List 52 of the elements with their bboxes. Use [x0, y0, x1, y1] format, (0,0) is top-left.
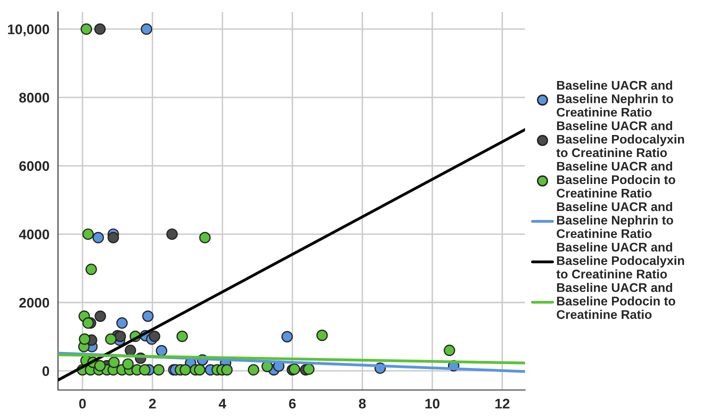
- point: [194, 364, 206, 376]
- y-tick-label: 4000: [18, 229, 50, 240]
- y-tick-label: 0: [42, 366, 50, 376]
- x-tick-label: 10: [425, 398, 440, 409]
- legend-label: Baseline UACR and Baseline Nephrin to Creatinine Ratio: [556, 202, 674, 238]
- point: [114, 330, 126, 342]
- point: [140, 23, 152, 35]
- point: [124, 344, 136, 356]
- point: [82, 317, 94, 329]
- x-tick-label: 6: [289, 398, 296, 409]
- point: [80, 23, 92, 35]
- point: [166, 228, 178, 240]
- point: [105, 333, 117, 345]
- point: [281, 330, 293, 342]
- legend-label: Baseline UACR and Baseline Podocin to Creatinine Ratio: [556, 161, 676, 198]
- x-tick-label: 2: [149, 398, 156, 408]
- point: [303, 363, 315, 375]
- point: [82, 228, 94, 240]
- point: [148, 330, 160, 342]
- point: [92, 232, 104, 244]
- point: [139, 364, 150, 376]
- point: [94, 360, 106, 372]
- point: [248, 364, 260, 376]
- y-tick-label: 8000: [19, 92, 50, 103]
- point: [94, 23, 106, 35]
- point: [108, 356, 120, 368]
- y-tick-label: 2000: [19, 298, 50, 308]
- point: [122, 358, 134, 370]
- point: [444, 344, 456, 356]
- point: [142, 310, 154, 322]
- legend-label: Baseline UACR and Baseline Podocalyxin to Creatinine Ratio: [556, 242, 684, 279]
- x-tick-label: 8: [358, 398, 366, 409]
- point: [180, 364, 192, 376]
- point: [108, 232, 119, 244]
- point: [78, 333, 90, 345]
- point: [316, 330, 328, 342]
- y-tick-label: 10,000: [8, 24, 50, 36]
- legend-label: Baseline UACR and Baseline Nephrin to Creatinine Ratio: [556, 80, 674, 117]
- x-tick-label: 12: [495, 398, 510, 408]
- y-tick-label: 6000: [19, 161, 50, 171]
- point: [153, 364, 164, 376]
- point: [94, 310, 106, 322]
- x-tick-label: 4: [218, 398, 226, 408]
- point: [199, 232, 211, 244]
- legend-label: Baseline UACR and Baseline Podocalyxin to Creatinine Ratio: [556, 121, 684, 158]
- x-tick-label: 0: [79, 398, 86, 409]
- point: [86, 264, 97, 276]
- point: [176, 330, 188, 342]
- point: [116, 317, 128, 329]
- point: [156, 344, 168, 356]
- legend-label: Baseline UACR and Baseline Podocin to Creatinine Ratio: [556, 282, 676, 319]
- point: [221, 364, 233, 376]
